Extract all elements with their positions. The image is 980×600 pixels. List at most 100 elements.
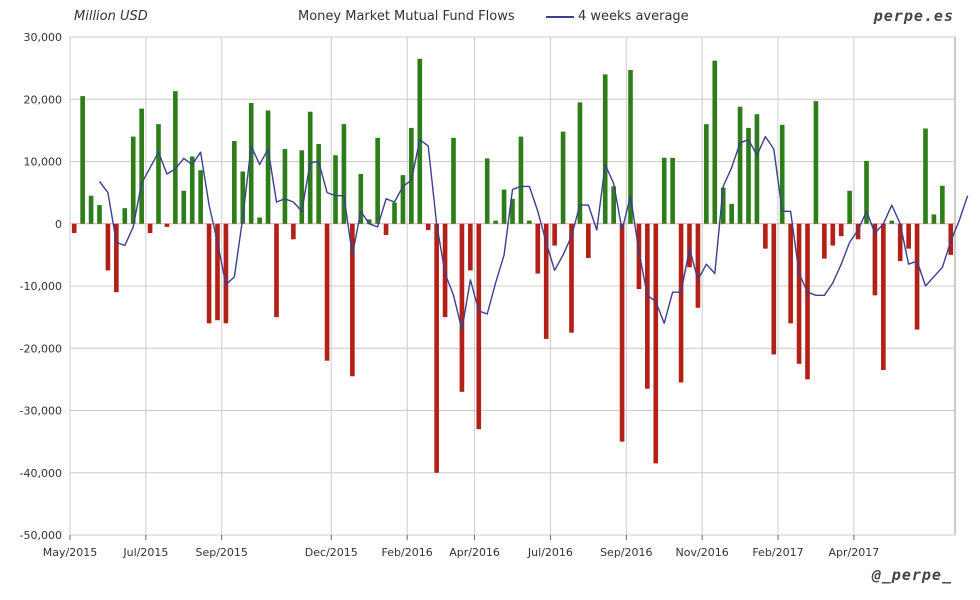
bar: [392, 202, 397, 224]
bar: [864, 160, 869, 224]
bar: [948, 223, 954, 255]
bar: [881, 223, 886, 371]
bar: [872, 223, 878, 296]
bar: [130, 136, 136, 224]
bar: [678, 223, 684, 383]
x-tick-label: Dec/2015: [305, 546, 358, 559]
legend-line-swatch: [546, 15, 574, 18]
bar: [906, 223, 911, 249]
bar: [940, 185, 945, 224]
bar: [198, 170, 203, 224]
bar: [552, 223, 557, 246]
bar: [510, 198, 515, 224]
bar: [265, 110, 271, 224]
y-tick-label: -30,000: [20, 405, 62, 418]
bar: [206, 223, 212, 324]
bar: [695, 223, 701, 308]
x-tick-label: Nov/2016: [676, 546, 729, 559]
bar: [720, 187, 726, 224]
bar: [712, 60, 718, 224]
bar: [493, 220, 498, 224]
bar: [779, 124, 785, 224]
bar: [813, 101, 819, 224]
grid: [69, 36, 956, 536]
bar: [274, 223, 279, 318]
bar: [147, 223, 153, 234]
y-tick-label: -50,000: [20, 529, 62, 542]
bar: [602, 74, 608, 224]
bar: [847, 190, 852, 224]
bar: [501, 189, 507, 224]
x-tick-label: Sep/2016: [600, 546, 652, 559]
bar: [586, 223, 591, 258]
bar: [518, 136, 524, 224]
bar: [173, 91, 178, 224]
y-tick-label: -40,000: [20, 467, 62, 480]
bar: [577, 102, 583, 224]
bar: [181, 190, 187, 224]
bar: [375, 137, 380, 224]
y-tick-label: -20,000: [20, 342, 62, 355]
bar: [628, 69, 633, 224]
bar: [830, 223, 836, 246]
bar: [704, 124, 709, 224]
bar: [670, 157, 675, 224]
bar: [307, 111, 313, 224]
bar: [763, 223, 768, 249]
y-tick-label: 30,000: [24, 31, 63, 44]
bar: [425, 223, 431, 230]
bar: [105, 223, 111, 271]
bar: [560, 131, 566, 224]
bar: [316, 144, 321, 224]
bar: [333, 155, 338, 224]
bar: [796, 223, 802, 364]
bar: [366, 219, 372, 224]
bar: [923, 128, 928, 224]
chart-title: Money Market Mutual Fund Flows: [298, 9, 515, 24]
bar: [746, 127, 751, 224]
bar: [459, 223, 465, 392]
bar: [645, 223, 650, 389]
bar: [164, 223, 170, 227]
bar: [341, 124, 347, 224]
bar: [737, 106, 743, 224]
bar: [636, 223, 642, 290]
x-tick-label: Feb/2017: [752, 546, 803, 559]
bar: [931, 214, 937, 224]
bar: [122, 208, 128, 224]
bar: [468, 223, 473, 271]
x-tick-label: Jul/2016: [527, 546, 573, 559]
bar: [434, 223, 439, 473]
bar: [484, 158, 490, 224]
bar: [80, 96, 85, 224]
bar: [914, 223, 920, 330]
bar: [299, 150, 305, 224]
bar: [97, 205, 102, 224]
bar: [687, 223, 692, 268]
bar: [611, 186, 616, 224]
x-tick-label: Sep/2015: [195, 546, 247, 559]
y-tick-label: -10,000: [20, 280, 62, 293]
x-tick-label: Feb/2016: [382, 546, 433, 559]
bar: [189, 156, 195, 224]
bar: [88, 195, 94, 224]
x-tick-label: Jul/2015: [122, 546, 168, 559]
bar: [409, 127, 414, 224]
bar: [754, 114, 760, 224]
bar: [383, 223, 389, 235]
legend: 4 weeks average: [546, 9, 689, 24]
bar: [476, 223, 482, 430]
y-tick-label: 0: [55, 218, 62, 231]
brand-watermark-bottom: @_perpe_: [871, 566, 952, 584]
bar: [291, 223, 296, 240]
bar: [248, 102, 254, 224]
average-line: [98, 135, 969, 331]
bar-series: [71, 58, 954, 473]
bar: [527, 220, 532, 224]
bar: [139, 108, 144, 224]
y-tick-label: 20,000: [24, 93, 63, 106]
axes: 30,000 20,000 10,000 0 -10,000 -20,000 -30,000…: [20, 31, 880, 559]
bar: [114, 223, 119, 293]
bar: [257, 217, 262, 224]
bar: [729, 203, 734, 224]
